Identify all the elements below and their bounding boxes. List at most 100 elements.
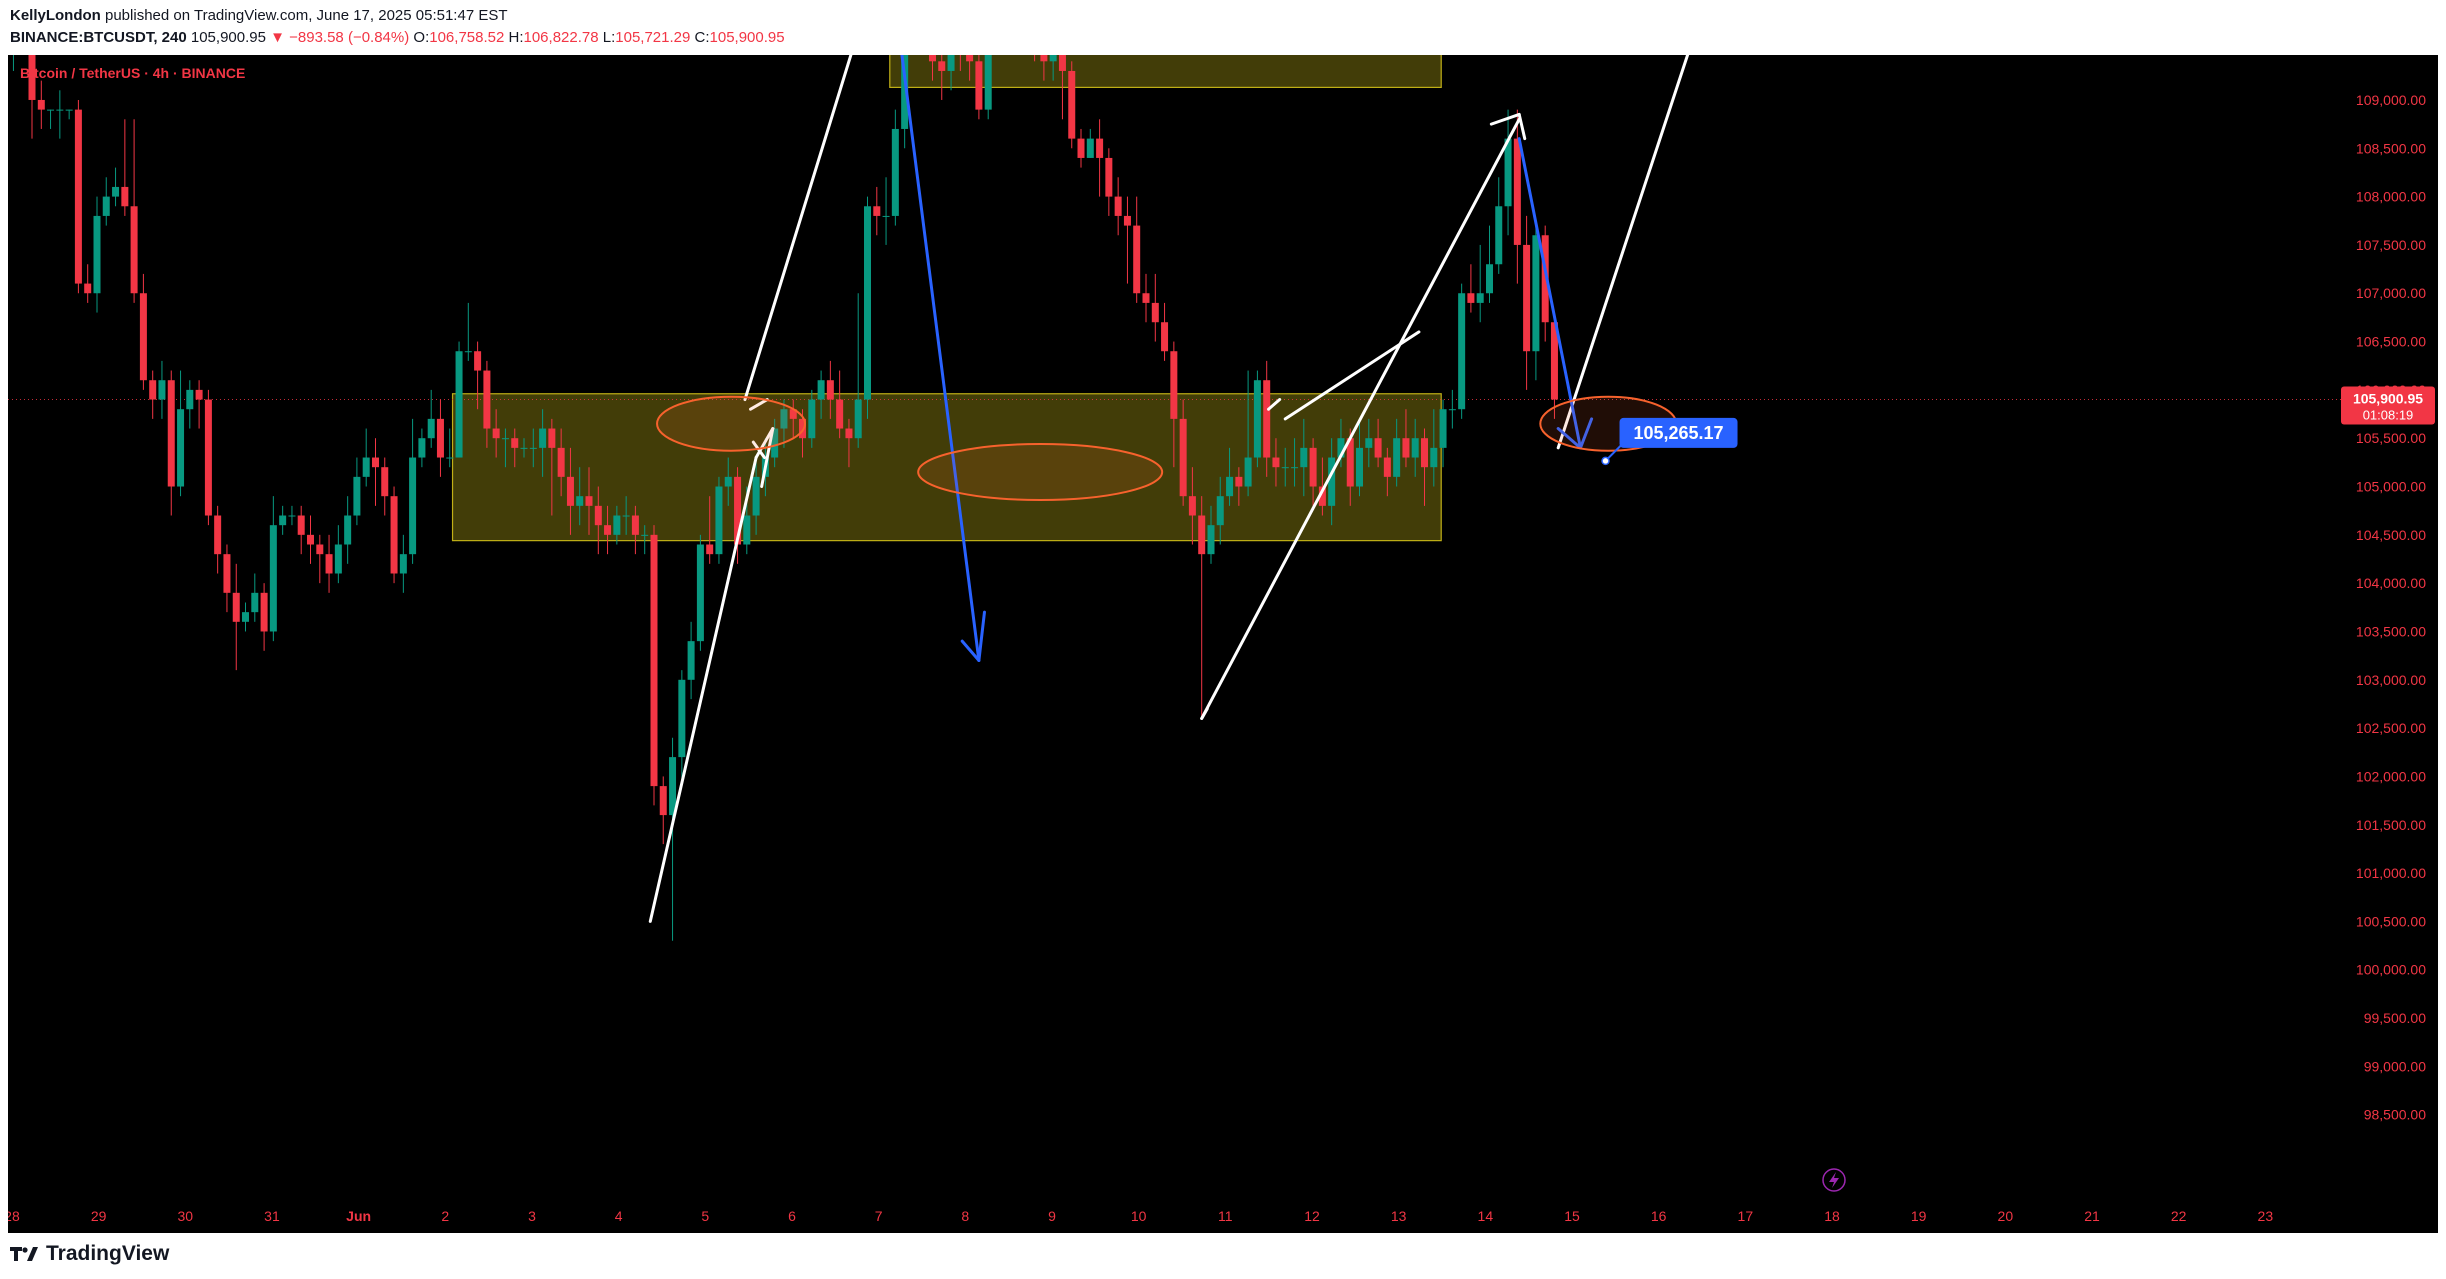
candle-body: [613, 515, 621, 535]
trend-line: [1283, 330, 1421, 421]
candle-body: [1040, 55, 1048, 62]
x-tick-label: Jun: [346, 1208, 371, 1224]
candle-body: [873, 206, 881, 216]
candle-body: [984, 55, 992, 110]
candle-body: [566, 476, 574, 506]
candle-body: [149, 380, 157, 400]
open-label: O:: [413, 29, 430, 46]
candle-body: [121, 186, 129, 207]
x-tick-label: 28: [8, 1208, 20, 1224]
candle-body: [715, 486, 723, 555]
x-tick-label: 18: [1824, 1208, 1840, 1224]
candle-body: [975, 61, 983, 110]
candle-body: [167, 380, 175, 487]
y-tick-label: 98,500.00: [2364, 1107, 2426, 1123]
candle-body: [706, 544, 714, 555]
current-price-label: 105,900.95: [2353, 390, 2423, 406]
candle-body: [622, 515, 630, 517]
author-name[interactable]: KellyLondon: [10, 7, 101, 24]
candle-body: [316, 544, 324, 555]
candle-body: [1114, 196, 1122, 216]
candle-body: [334, 544, 342, 574]
candle-body: [177, 409, 185, 487]
y-tick-label: 102,500.00: [2356, 720, 2426, 736]
candle-body: [1393, 438, 1401, 477]
y-tick-label: 105,500.00: [2356, 430, 2426, 446]
candle-body: [1383, 457, 1391, 477]
candle-body: [93, 215, 101, 294]
candle-body: [1281, 467, 1289, 469]
x-tick-label: 12: [1304, 1208, 1320, 1224]
candle-body: [539, 428, 547, 448]
candle-body: [826, 380, 834, 400]
candle-body: [158, 380, 166, 400]
y-tick-label: 107,000.00: [2356, 285, 2426, 301]
last-price: 105,900.95: [190, 29, 266, 46]
candle-body: [1188, 496, 1196, 516]
y-tick-label: 99,500.00: [2364, 1010, 2426, 1026]
candle-body: [1402, 438, 1410, 458]
candle-body: [223, 554, 231, 593]
low-value: 105,721.29: [615, 29, 691, 46]
y-tick-label: 104,000.00: [2356, 575, 2426, 591]
countdown-label: 01:08:19: [2363, 407, 2414, 422]
y-tick-label: 107,500.00: [2356, 237, 2426, 253]
candle-body: [1309, 447, 1317, 487]
candle-body: [344, 515, 352, 545]
candle-body: [390, 496, 398, 574]
x-tick-label: 30: [177, 1208, 193, 1224]
candle-body: [1049, 55, 1057, 62]
candle-body: [641, 534, 649, 536]
candle-body: [492, 428, 500, 439]
candle-body: [325, 554, 333, 574]
candlestick-chart[interactable]: 110,341.58105,265.17109,000.00108,500.00…: [8, 55, 2438, 1233]
candle-body: [455, 351, 463, 458]
highlight-ellipse: [656, 395, 807, 452]
candle-body: [195, 389, 203, 400]
candle-body: [938, 61, 946, 71]
x-tick-label: 7: [875, 1208, 883, 1224]
candle-body: [186, 389, 194, 410]
candle-body: [1467, 293, 1475, 303]
candle-body: [241, 612, 249, 622]
candle-body: [37, 99, 45, 110]
open-value: 106,758.52: [429, 29, 505, 46]
candle-body: [279, 515, 287, 526]
candle-body: [734, 476, 742, 545]
candle-body: [511, 438, 519, 448]
blue-arrow: [1556, 427, 1582, 450]
candle-body: [854, 399, 862, 439]
y-tick-label: 109,000.00: [2356, 92, 2426, 108]
x-tick-label: 3: [528, 1208, 536, 1224]
candle-body: [882, 215, 890, 217]
trend-line: [1489, 112, 1521, 126]
candle-body: [752, 476, 760, 516]
y-tick-label: 99,000.00: [2364, 1058, 2426, 1074]
candle-body: [409, 457, 417, 555]
close-value: 105,900.95: [709, 29, 785, 46]
candle-body: [966, 55, 974, 62]
y-tick-label: 104,500.00: [2356, 527, 2426, 543]
candle-body: [501, 438, 509, 440]
candle-body: [678, 679, 686, 758]
x-tick-label: 15: [1564, 1208, 1580, 1224]
candle-body: [474, 351, 482, 371]
tradingview-logo[interactable]: TradingView: [10, 1242, 169, 1266]
x-tick-label: 8: [961, 1208, 969, 1224]
candle-body: [1448, 409, 1456, 411]
candle-body: [297, 515, 305, 535]
candle-body: [74, 109, 82, 284]
candle-body: [585, 496, 593, 506]
chart-area[interactable]: 110,341.58105,265.17109,000.00108,500.00…: [8, 55, 2438, 1233]
candle-body: [269, 525, 277, 632]
candle-body: [1476, 293, 1484, 303]
blue-arrow: [1578, 417, 1594, 450]
dip-callout-box: [1619, 417, 1738, 448]
candle-body: [1226, 476, 1234, 497]
x-tick-label: 16: [1651, 1208, 1667, 1224]
trend-line: [1267, 398, 1282, 411]
candle-body: [1291, 467, 1299, 469]
candle-body: [594, 505, 602, 526]
candle-body: [307, 534, 314, 545]
tradingview-wordmark: TradingView: [46, 1242, 170, 1265]
